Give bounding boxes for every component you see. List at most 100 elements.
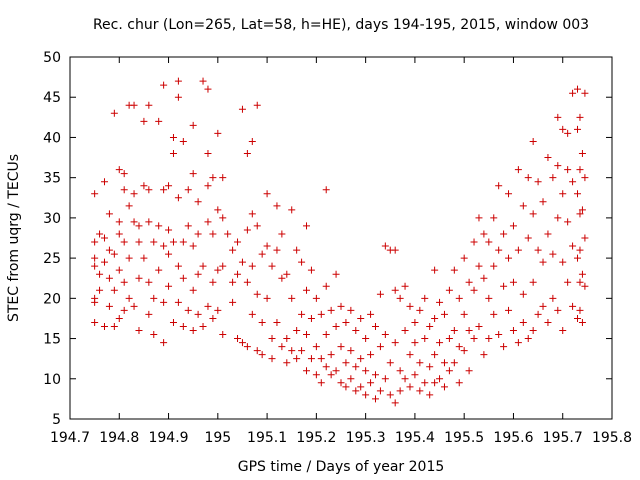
data-point xyxy=(342,318,350,326)
x-tick-label: 194.7 xyxy=(50,430,90,446)
x-tick-label: 194.9 xyxy=(148,430,188,446)
data-point xyxy=(357,355,365,363)
data-point xyxy=(155,222,163,230)
data-point xyxy=(100,322,108,330)
data-point xyxy=(554,162,562,170)
data-point xyxy=(576,166,584,174)
data-point xyxy=(509,278,517,286)
data-point xyxy=(470,238,478,246)
data-point xyxy=(160,81,168,89)
data-point xyxy=(105,246,113,254)
data-point xyxy=(204,85,212,93)
x-tick-label: 195.2 xyxy=(296,430,336,446)
data-point xyxy=(460,347,468,355)
data-point xyxy=(224,230,232,238)
data-point xyxy=(165,282,173,290)
x-tick-label: 195 xyxy=(204,430,231,446)
data-point xyxy=(303,367,311,375)
data-point xyxy=(219,331,227,339)
data-point xyxy=(263,190,271,198)
data-point xyxy=(312,343,320,351)
data-point xyxy=(150,294,158,302)
y-tick-label: 5 xyxy=(52,412,61,428)
data-point xyxy=(135,238,143,246)
data-point xyxy=(396,387,404,395)
data-point xyxy=(391,339,399,347)
data-point xyxy=(100,178,108,186)
data-point xyxy=(436,339,444,347)
data-point xyxy=(574,190,582,198)
data-point xyxy=(288,294,296,302)
data-point xyxy=(480,230,488,238)
data-point xyxy=(145,218,153,226)
data-point xyxy=(293,327,301,335)
data-point xyxy=(145,310,153,318)
data-point xyxy=(243,343,251,351)
data-point xyxy=(91,190,99,198)
data-point xyxy=(169,238,177,246)
data-point xyxy=(337,343,345,351)
data-point xyxy=(574,85,582,93)
data-point xyxy=(362,335,370,343)
data-point xyxy=(120,170,128,178)
x-tick-label: 195.6 xyxy=(493,430,533,446)
data-points xyxy=(91,77,589,407)
data-point xyxy=(569,242,577,250)
y-axis-label: STEC from uqrg / TECUs xyxy=(6,154,22,322)
data-point xyxy=(214,206,222,214)
data-point xyxy=(581,282,589,290)
data-point xyxy=(396,367,404,375)
data-point xyxy=(455,294,463,302)
data-point xyxy=(357,314,365,322)
data-point xyxy=(179,137,187,145)
data-point xyxy=(411,318,419,326)
data-point xyxy=(386,391,394,399)
data-point xyxy=(376,387,384,395)
data-point xyxy=(500,343,508,351)
data-point xyxy=(347,347,355,355)
data-point xyxy=(120,186,128,194)
data-point xyxy=(278,343,286,351)
data-point xyxy=(485,294,493,302)
data-point xyxy=(258,250,266,258)
data-point xyxy=(96,270,104,278)
data-point xyxy=(574,125,582,133)
data-point xyxy=(135,222,143,230)
data-point xyxy=(258,318,266,326)
data-point xyxy=(268,335,276,343)
data-point xyxy=(283,270,291,278)
data-point xyxy=(524,335,532,343)
data-point xyxy=(115,230,123,238)
data-point xyxy=(337,379,345,387)
data-point xyxy=(91,298,99,306)
data-point xyxy=(273,246,281,254)
data-point xyxy=(303,331,311,339)
data-point xyxy=(288,347,296,355)
data-point xyxy=(559,258,567,266)
data-point xyxy=(125,294,133,302)
data-point xyxy=(322,282,330,290)
data-point xyxy=(184,222,192,230)
data-point xyxy=(352,363,360,371)
data-point xyxy=(529,327,537,335)
data-point xyxy=(495,331,503,339)
data-point xyxy=(554,214,562,222)
x-tick-label: 195.4 xyxy=(395,430,435,446)
data-point xyxy=(120,278,128,286)
data-point xyxy=(140,182,148,190)
data-point xyxy=(426,322,434,330)
data-point xyxy=(342,359,350,367)
data-point xyxy=(234,335,242,343)
data-point xyxy=(450,359,458,367)
data-point xyxy=(105,302,113,310)
data-point xyxy=(209,314,217,322)
data-point xyxy=(199,262,207,270)
data-point xyxy=(238,258,246,266)
data-point xyxy=(160,242,168,250)
data-point xyxy=(396,294,404,302)
data-point xyxy=(184,186,192,194)
data-point xyxy=(253,222,261,230)
data-point xyxy=(189,327,197,335)
x-axis: 194.7 194.8 194.9 195 195.1 195.2 195.3 195.4 19… xyxy=(50,57,632,446)
